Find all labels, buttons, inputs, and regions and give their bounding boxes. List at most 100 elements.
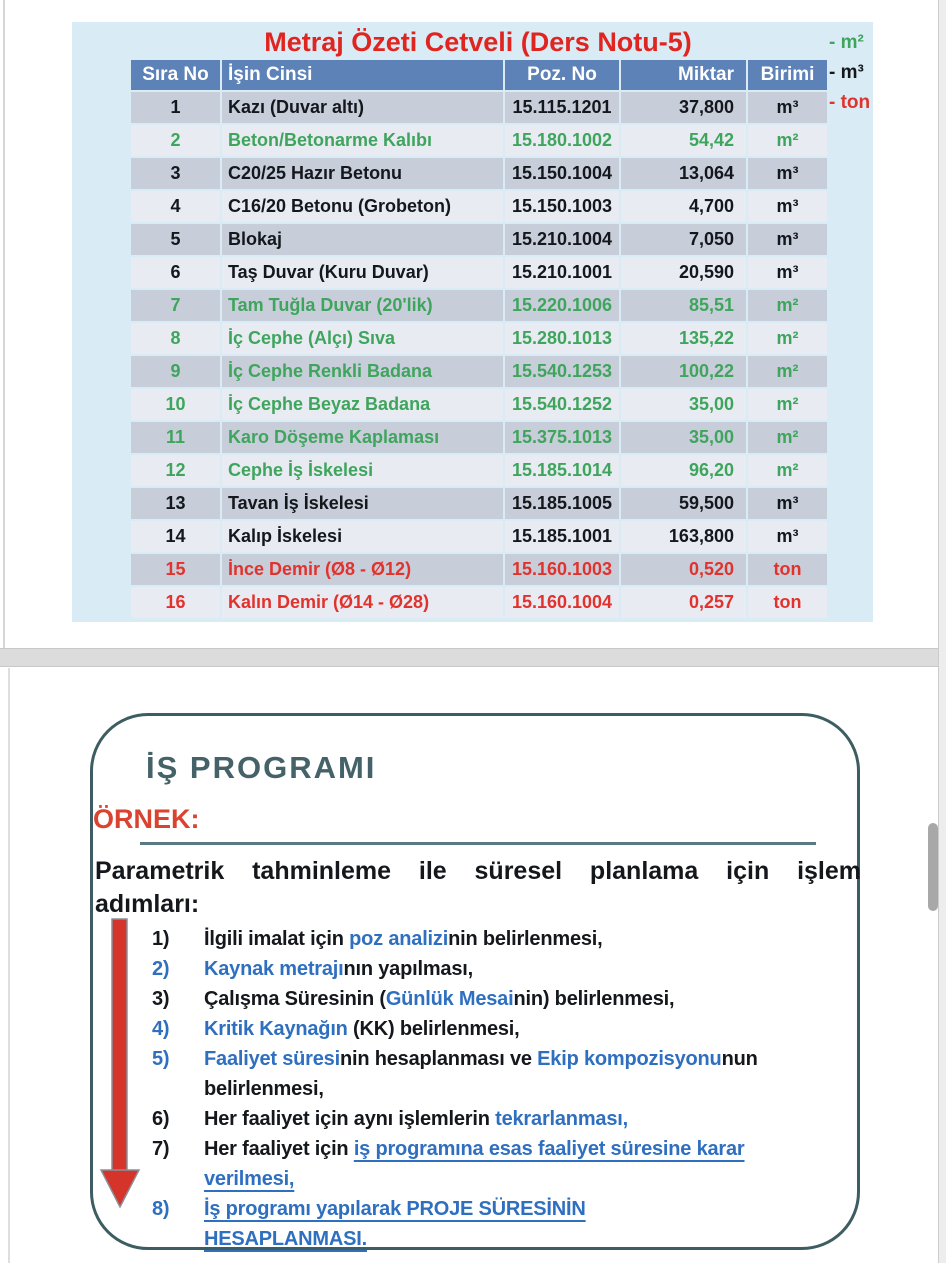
table-cell: 96,20	[621, 455, 746, 486]
table-cell: m³	[748, 158, 827, 189]
table-cell: İç Cephe (Alçı) Sıva	[222, 323, 503, 354]
table-cell: 6	[131, 257, 220, 288]
metraj-table: Sıra No İşin Cinsi Poz. No Miktar Birimi 1 Ka…	[129, 58, 829, 620]
table-cell: Tam Tuğla Duvar (20'lik)	[222, 290, 503, 321]
table-cell: C16/20 Betonu (Grobeton)	[222, 191, 503, 222]
table-cell: Cephe İş İskelesi	[222, 455, 503, 486]
table-cell: İç Cephe Beyaz Badana	[222, 389, 503, 420]
table-cell: m³	[748, 521, 827, 552]
table-cell: m³	[748, 92, 827, 123]
table-cell: 14	[131, 521, 220, 552]
step-segment: tekrarlanması,	[495, 1108, 628, 1130]
table-body: 1 Kazı (Duvar altı) 15.115.1201 37,800 m³ 2 Be…	[131, 92, 827, 618]
table-cell: 15.160.1003	[505, 554, 619, 585]
table-row: 12 Cephe İş İskelesi 15.185.1014 96,20 m²	[131, 455, 827, 486]
table-cell: Kalın Demir (Ø14 - Ø28)	[222, 587, 503, 618]
step-segment: poz analizi	[349, 928, 449, 950]
steps-list: 1) İlgili imalat için poz analizinin beli…	[152, 924, 858, 1254]
step-segment: nin belirlenmesi,	[448, 928, 603, 950]
table-cell: m²	[748, 422, 827, 453]
step-number: 7)	[152, 1138, 170, 1160]
table-cell: ton	[748, 587, 827, 618]
table-row: 10 İç Cephe Beyaz Badana 15.540.1252 35,00 m…	[131, 389, 827, 420]
table-cell: 15.210.1001	[505, 257, 619, 288]
step-segment: Günlük Mesai	[385, 988, 514, 1010]
table-cell: 163,800	[621, 521, 746, 552]
page-edge-line	[8, 668, 10, 1263]
table-cell: m³	[748, 488, 827, 519]
step-item: 7) Her faaliyet için iş programına esas f…	[152, 1134, 858, 1194]
table-cell: C20/25 Hazır Betonu	[222, 158, 503, 189]
step-segment: iş programına esas faaliyet süresine kar…	[353, 1138, 745, 1160]
table-cell: 4,700	[621, 191, 746, 222]
step-item: 3) Çalışma Süresinin (Günlük Mesainin) be…	[152, 984, 858, 1014]
table-cell: m²	[748, 356, 827, 387]
ornek-underline	[140, 842, 816, 845]
step-number: 5)	[152, 1048, 170, 1070]
table-cell: m²	[748, 125, 827, 156]
table-cell: 15.375.1013	[505, 422, 619, 453]
table-cell: 4	[131, 191, 220, 222]
table-row: 3 C20/25 Hazır Betonu 15.150.1004 13,064 m³	[131, 158, 827, 189]
step-line: Faaliyet süresinin hesaplanması ve Ekip …	[204, 1044, 858, 1074]
column-header: Miktar	[621, 60, 746, 90]
table-cell: 15.185.1014	[505, 455, 619, 486]
table-row: 11 Karo Döşeme Kaplaması 15.375.1013 35,00 m…	[131, 422, 827, 453]
table-cell: 2	[131, 125, 220, 156]
table-cell: 135,22	[621, 323, 746, 354]
ornek-label: ÖRNEK:	[93, 804, 200, 834]
step-line: verilmesi,	[204, 1164, 858, 1194]
step-segment: Faaliyet süresi	[204, 1048, 340, 1070]
step-text: Faaliyet süresinin hesaplanması ve Ekip …	[204, 1044, 858, 1104]
table-cell: 5	[131, 224, 220, 255]
step-number: 3)	[152, 988, 170, 1010]
step-number: 8)	[152, 1198, 170, 1220]
table-cell: 15.115.1201	[505, 92, 619, 123]
table-cell: 3	[131, 158, 220, 189]
table-row: 7 Tam Tuğla Duvar (20'lik) 15.220.1006 85,5…	[131, 290, 827, 321]
step-segment: belirlenmesi,	[204, 1078, 324, 1100]
table-cell: İç Cephe Renkli Badana	[222, 356, 503, 387]
table-cell: 35,00	[621, 422, 746, 453]
scrollbar-track[interactable]	[938, 0, 946, 1263]
table-cell: 15	[131, 554, 220, 585]
table-cell: m²	[748, 389, 827, 420]
step-segment: (KK) belirlenmesi,	[347, 1018, 520, 1040]
step-segment: nun	[721, 1048, 758, 1070]
slide-title: Metraj Özeti Cetveli (Ders Notu-5)	[264, 27, 692, 57]
table-cell: 7,050	[621, 224, 746, 255]
column-header: İşin Cinsi	[222, 60, 503, 90]
step-segment: nın yapılması,	[343, 958, 474, 980]
program-box	[90, 713, 860, 1250]
step-item: 1) İlgili imalat için poz analizinin beli…	[152, 924, 858, 954]
step-line: Her faaliyet için aynı işlemlerin tekrar…	[204, 1104, 858, 1134]
step-line: Çalışma Süresinin (Günlük Mesainin) beli…	[204, 984, 858, 1014]
table-cell: Kalıp İskelesi	[222, 521, 503, 552]
table-cell: 85,51	[621, 290, 746, 321]
step-text: Kaynak metrajının yapılması,	[204, 954, 858, 984]
table-cell: 35,00	[621, 389, 746, 420]
scrollbar-thumb[interactable]	[928, 823, 938, 911]
intro-paragraph: Parametrik tahminleme ile süresel planla…	[95, 855, 861, 921]
table-row: 13 Tavan İş İskelesi 15.185.1005 59,500 m³	[131, 488, 827, 519]
table-cell: 59,500	[621, 488, 746, 519]
table-cell: Blokaj	[222, 224, 503, 255]
table-row: 4 C16/20 Betonu (Grobeton) 15.150.1003 4,70…	[131, 191, 827, 222]
program-heading: İŞ PROGRAMI	[146, 750, 377, 785]
table-row: 16 Kalın Demir (Ø14 - Ø28) 15.160.1004 0,25…	[131, 587, 827, 618]
step-segment: Ekip kompozisyonu	[537, 1048, 722, 1070]
step-number: 1)	[152, 928, 170, 950]
step-line: belirlenmesi,	[204, 1074, 858, 1104]
step-segment: Her faaliyet için aynı işlemlerin	[204, 1108, 496, 1130]
column-header: Sıra No	[131, 60, 220, 90]
step-number: 2)	[152, 958, 170, 980]
down-arrow-icon	[99, 918, 141, 1209]
step-line: HESAPLANMASI.	[204, 1224, 858, 1254]
table-cell: 15.540.1253	[505, 356, 619, 387]
table-cell: 12	[131, 455, 220, 486]
column-header: Poz. No	[505, 60, 619, 90]
table-cell: 37,800	[621, 92, 746, 123]
table-row: 5 Blokaj 15.210.1004 7,050 m³	[131, 224, 827, 255]
table-header-row: Sıra No İşin Cinsi Poz. No Miktar Birimi	[131, 60, 827, 90]
